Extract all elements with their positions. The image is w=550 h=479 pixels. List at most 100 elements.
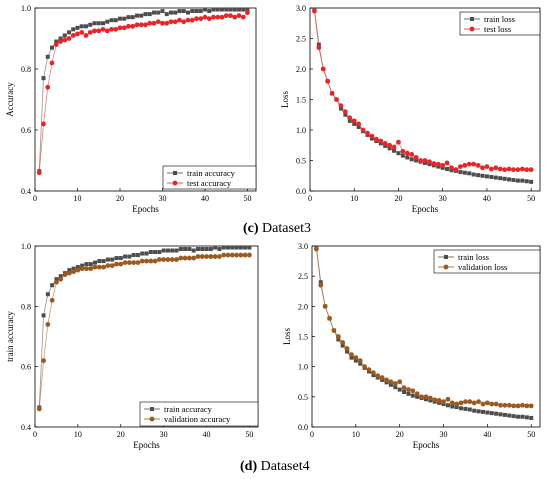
series-1-point <box>498 412 503 417</box>
series-1-point <box>358 361 363 366</box>
y-tick-label: 0.4 <box>21 423 31 432</box>
series-2-point <box>160 20 165 26</box>
series-2-point <box>236 13 242 19</box>
series-2-point <box>334 97 339 102</box>
series-1-point <box>384 380 389 385</box>
chart-d-loss: 0 10 20 30 40 50 0.0 0.5 1.0 1.5 2.0 2.5 3.0 Epochs Lo… <box>282 242 541 450</box>
series-1-point <box>126 15 131 20</box>
x-axis-label: Epochs <box>413 440 440 450</box>
series-2-point <box>130 23 136 29</box>
series-2-point <box>427 159 432 165</box>
series-1-point <box>96 21 101 26</box>
series-1-point <box>79 24 84 29</box>
series-1-point <box>502 176 507 181</box>
series-1-point <box>88 22 93 27</box>
series-2-point <box>476 399 482 405</box>
series-1-point <box>198 9 203 14</box>
y-tick-label: 0.0 <box>298 423 308 432</box>
series-2-point <box>404 150 410 156</box>
y-tick-label: 2.5 <box>298 272 308 281</box>
series-2-point <box>238 252 244 258</box>
legend-label: train accuracy <box>164 404 213 414</box>
series-1-point <box>183 247 188 252</box>
series-1-point <box>217 247 222 252</box>
series-1-point <box>441 402 446 407</box>
series-2-point <box>325 78 331 84</box>
series-2-point <box>528 403 534 409</box>
series-1-point <box>50 45 54 50</box>
y-tick-label: 1.5 <box>298 333 308 342</box>
series-2-point <box>202 14 208 20</box>
series-2-point <box>444 160 450 166</box>
series-2-point <box>471 161 477 167</box>
x-tick-label: 10 <box>74 194 82 203</box>
series-1-point <box>524 415 529 420</box>
chart-c-acc: 0 10 20 30 40 50 0.4 0.6 0.8 1.0 Epochs Accuracy tra… <box>5 4 257 214</box>
series-2-point <box>466 161 472 167</box>
series-group <box>313 246 534 420</box>
series-1-point <box>215 8 220 12</box>
series-2-point <box>335 334 341 339</box>
series-1-point <box>449 168 454 173</box>
series-1-point <box>203 8 207 12</box>
series-2-point <box>379 375 385 380</box>
series-1-point <box>148 250 153 255</box>
series-1-point <box>161 248 166 253</box>
series-2-point <box>340 340 346 345</box>
series-1-point <box>122 16 127 21</box>
series-1-point <box>467 171 472 176</box>
series-2-point <box>502 402 508 408</box>
series-1-point <box>352 121 357 126</box>
series-2-point <box>423 394 429 400</box>
series-1-point <box>436 164 441 169</box>
series-1-point <box>481 409 485 414</box>
series-1-point <box>414 158 419 163</box>
series-2-point <box>414 391 420 397</box>
series-1-point <box>234 246 239 250</box>
series-1-point <box>80 263 85 268</box>
series-2-point <box>186 255 192 261</box>
series-1-point <box>415 394 420 399</box>
x-tick-label: 40 <box>203 430 211 439</box>
x-tick-label: 30 <box>440 430 448 439</box>
x-tick-label: 0 <box>33 430 37 439</box>
y-tick-label: 0.8 <box>21 65 31 74</box>
series-1-point <box>445 403 450 408</box>
series-1-point <box>393 385 398 390</box>
x-tick-label: 50 <box>245 430 253 439</box>
series-2-point <box>524 167 530 173</box>
series-1-point <box>388 382 393 387</box>
series-1-point <box>191 248 196 253</box>
series-1-point <box>135 253 140 258</box>
series-2-point <box>92 28 97 34</box>
series-1-point <box>75 265 80 270</box>
legend-label: test accuracy <box>187 178 232 188</box>
series-2-point <box>467 399 473 405</box>
x-tick-label: 30 <box>439 194 447 203</box>
series-2-point <box>229 252 235 258</box>
series-1-point <box>62 33 67 38</box>
x-tick-label: 50 <box>244 194 252 203</box>
series-1-point <box>50 283 55 288</box>
series-2-point <box>427 395 433 401</box>
series-2-point <box>211 14 216 20</box>
series-2-point <box>378 138 384 144</box>
series-2-point <box>312 8 317 14</box>
series-2-point <box>114 261 119 267</box>
series-2-point <box>49 297 55 303</box>
y-tick-label: 0.8 <box>21 302 31 311</box>
series-1-point <box>494 411 499 416</box>
x-tick-label: 0 <box>308 194 312 203</box>
series-1-point <box>476 409 481 414</box>
series-1-point <box>340 343 345 348</box>
y-tick-label: 1.0 <box>21 4 31 13</box>
series-2-point <box>327 316 332 321</box>
y-tick-label: 2.0 <box>298 302 308 311</box>
series-2-point <box>493 401 499 407</box>
series-2-point <box>189 17 195 23</box>
series-1-point <box>493 175 498 180</box>
series-1-point <box>423 160 427 165</box>
series-2-point <box>313 246 319 252</box>
